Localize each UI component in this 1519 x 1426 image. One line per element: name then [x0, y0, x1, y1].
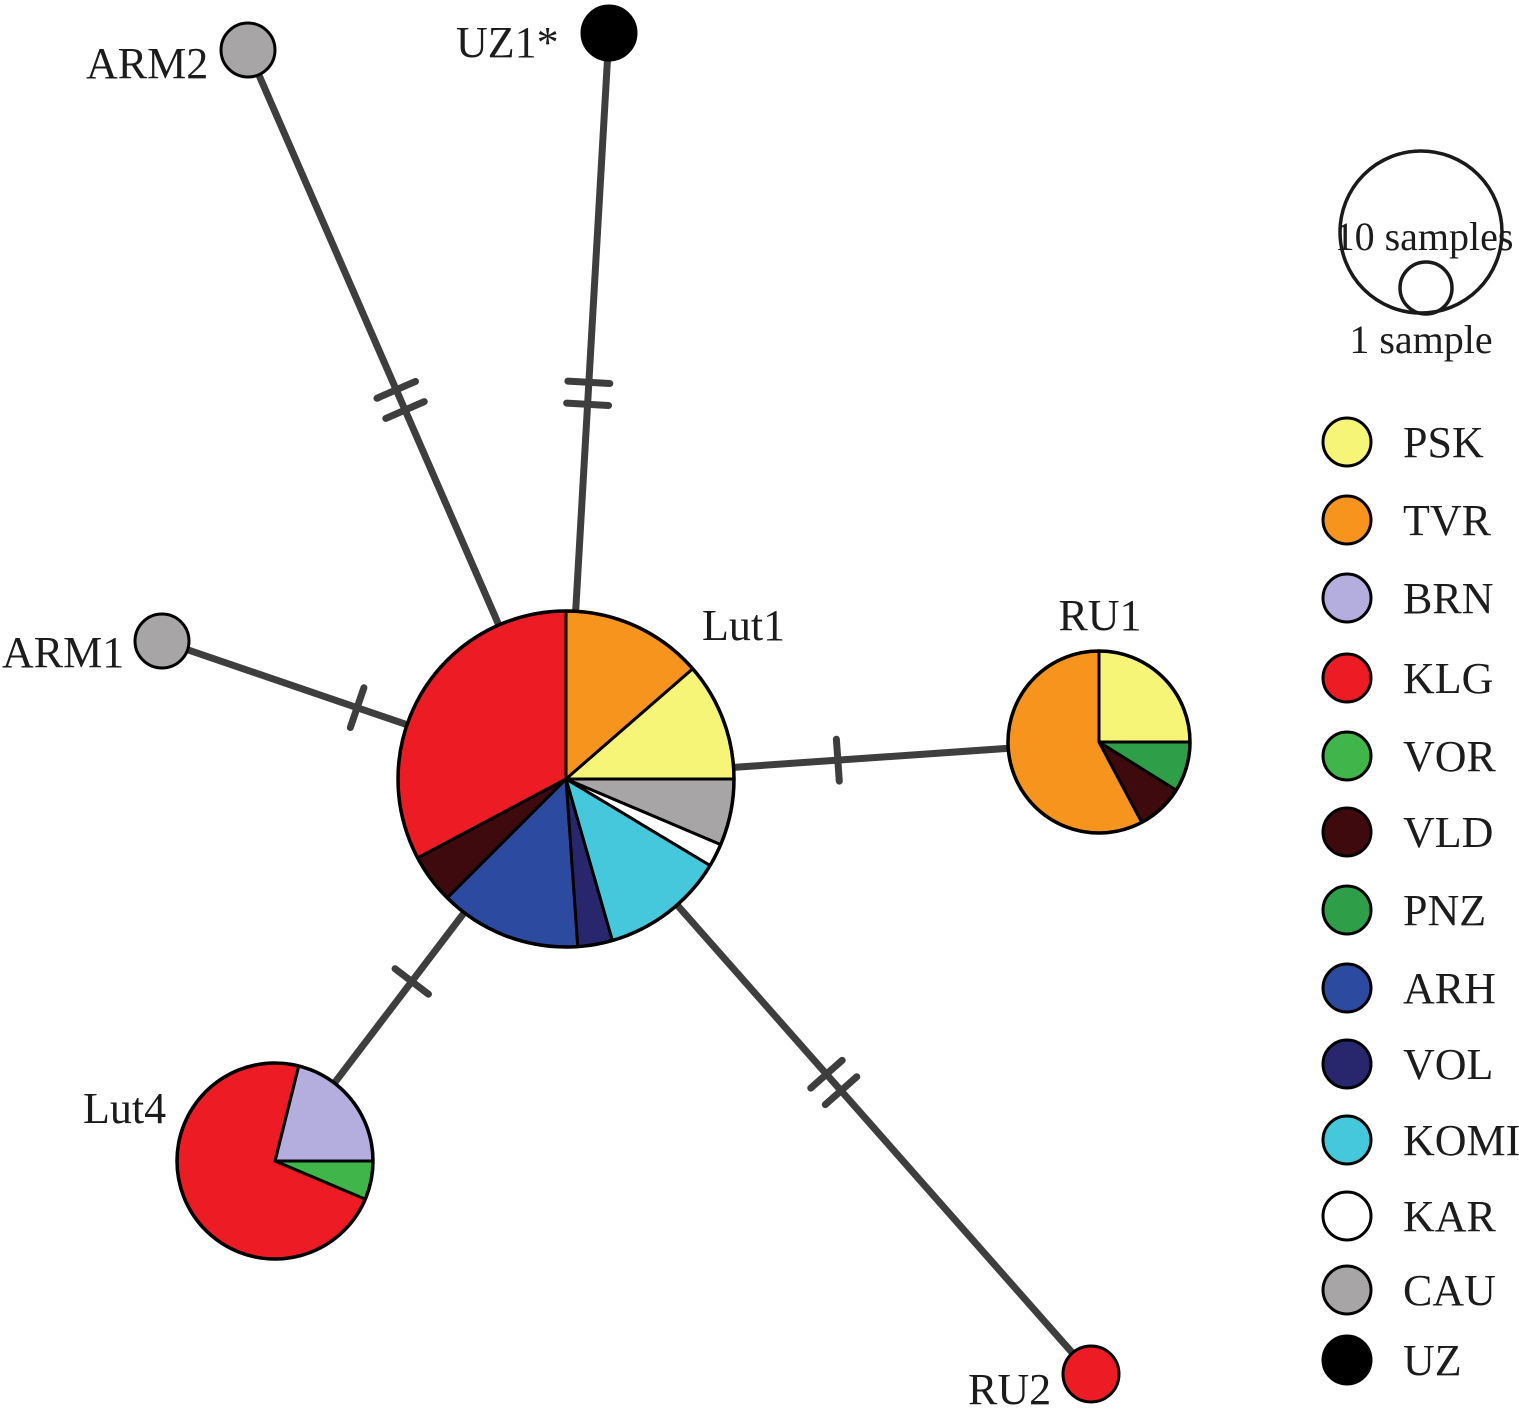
node-label-RU1: RU1: [1058, 591, 1141, 640]
node-ARM1: ARM1: [2, 612, 191, 677]
legend-swatch-CAU: [1321, 1264, 1373, 1316]
node-RU2: RU2: [968, 1344, 1121, 1414]
legend-swatch-VOR: [1321, 730, 1373, 782]
legend-label-VOL: VOL: [1403, 1040, 1493, 1089]
node-circle-RU2: [1061, 1344, 1121, 1404]
node-label-ARM1: ARM1: [2, 628, 124, 677]
pie-outline: [396, 609, 736, 949]
size-legend-small-label: 1 sample: [1349, 317, 1492, 362]
node-label-Lut1: Lut1: [702, 601, 785, 650]
legend-label-TVR: TVR: [1403, 496, 1492, 545]
node-label-UZ1: UZ1*: [456, 18, 559, 67]
node-label-ARM2: ARM2: [86, 39, 208, 88]
node-Lut4: Lut4: [83, 1061, 375, 1261]
legend-label-KOMI: KOMI: [1403, 1116, 1519, 1165]
legend-label-VLD: VLD: [1403, 808, 1493, 857]
legend-label-UZ: UZ: [1403, 1336, 1462, 1385]
legend-swatch-KLG: [1321, 652, 1373, 704]
node-label-RU2: RU2: [968, 1365, 1051, 1414]
node-circle-ARM1: [133, 612, 191, 670]
mutation-tick: [563, 399, 613, 410]
legend-label-CAU: CAU: [1403, 1266, 1496, 1315]
node-circle-ARM2: [219, 21, 277, 79]
pie-outline: [175, 1061, 375, 1261]
legend-swatch-VLD: [1321, 806, 1373, 858]
legend-label-PSK: PSK: [1403, 418, 1484, 467]
mutation-tick: [382, 398, 428, 422]
legend-label-KAR: KAR: [1403, 1192, 1497, 1241]
pie-outline: [1006, 649, 1192, 835]
legend-label-KLG: KLG: [1403, 654, 1493, 703]
mutation-tick: [807, 1056, 846, 1092]
mutation-tick: [373, 377, 419, 402]
legend-swatch-ARH: [1321, 962, 1373, 1014]
node-Lut1: Lut1: [396, 601, 785, 949]
legend-swatch-KAR: [1321, 1190, 1373, 1242]
node-label-Lut4: Lut4: [83, 1084, 166, 1133]
size-legend-large-label: 10 samples: [1335, 214, 1514, 259]
mutation-tick: [391, 965, 432, 998]
legend-swatch-PNZ: [1321, 884, 1373, 936]
size-legend-small-circle: [1398, 260, 1454, 316]
legend-swatch-VOL: [1321, 1038, 1373, 1090]
legend-label-PNZ: PNZ: [1403, 886, 1486, 935]
legend-label-ARH: ARH: [1403, 964, 1496, 1013]
node-RU1: RU1: [1006, 591, 1192, 835]
mutation-tick: [346, 684, 368, 732]
node-ARM2: ARM2: [86, 21, 277, 88]
mutation-tick: [564, 377, 614, 388]
legend-swatch-UZ: [1321, 1334, 1373, 1386]
mutation-tick: [832, 735, 843, 785]
legend-label-VOR: VOR: [1403, 732, 1497, 781]
legend-swatch-BRN: [1321, 572, 1373, 624]
legend-label-BRN: BRN: [1403, 574, 1493, 623]
node-circle-UZ1: [580, 4, 638, 62]
mutation-tick: [821, 1073, 861, 1109]
legend-swatch-KOMI: [1321, 1114, 1373, 1166]
legend-swatch-PSK: [1321, 416, 1373, 468]
node-UZ1: UZ1*: [456, 4, 638, 67]
legend-swatch-TVR: [1321, 494, 1373, 546]
